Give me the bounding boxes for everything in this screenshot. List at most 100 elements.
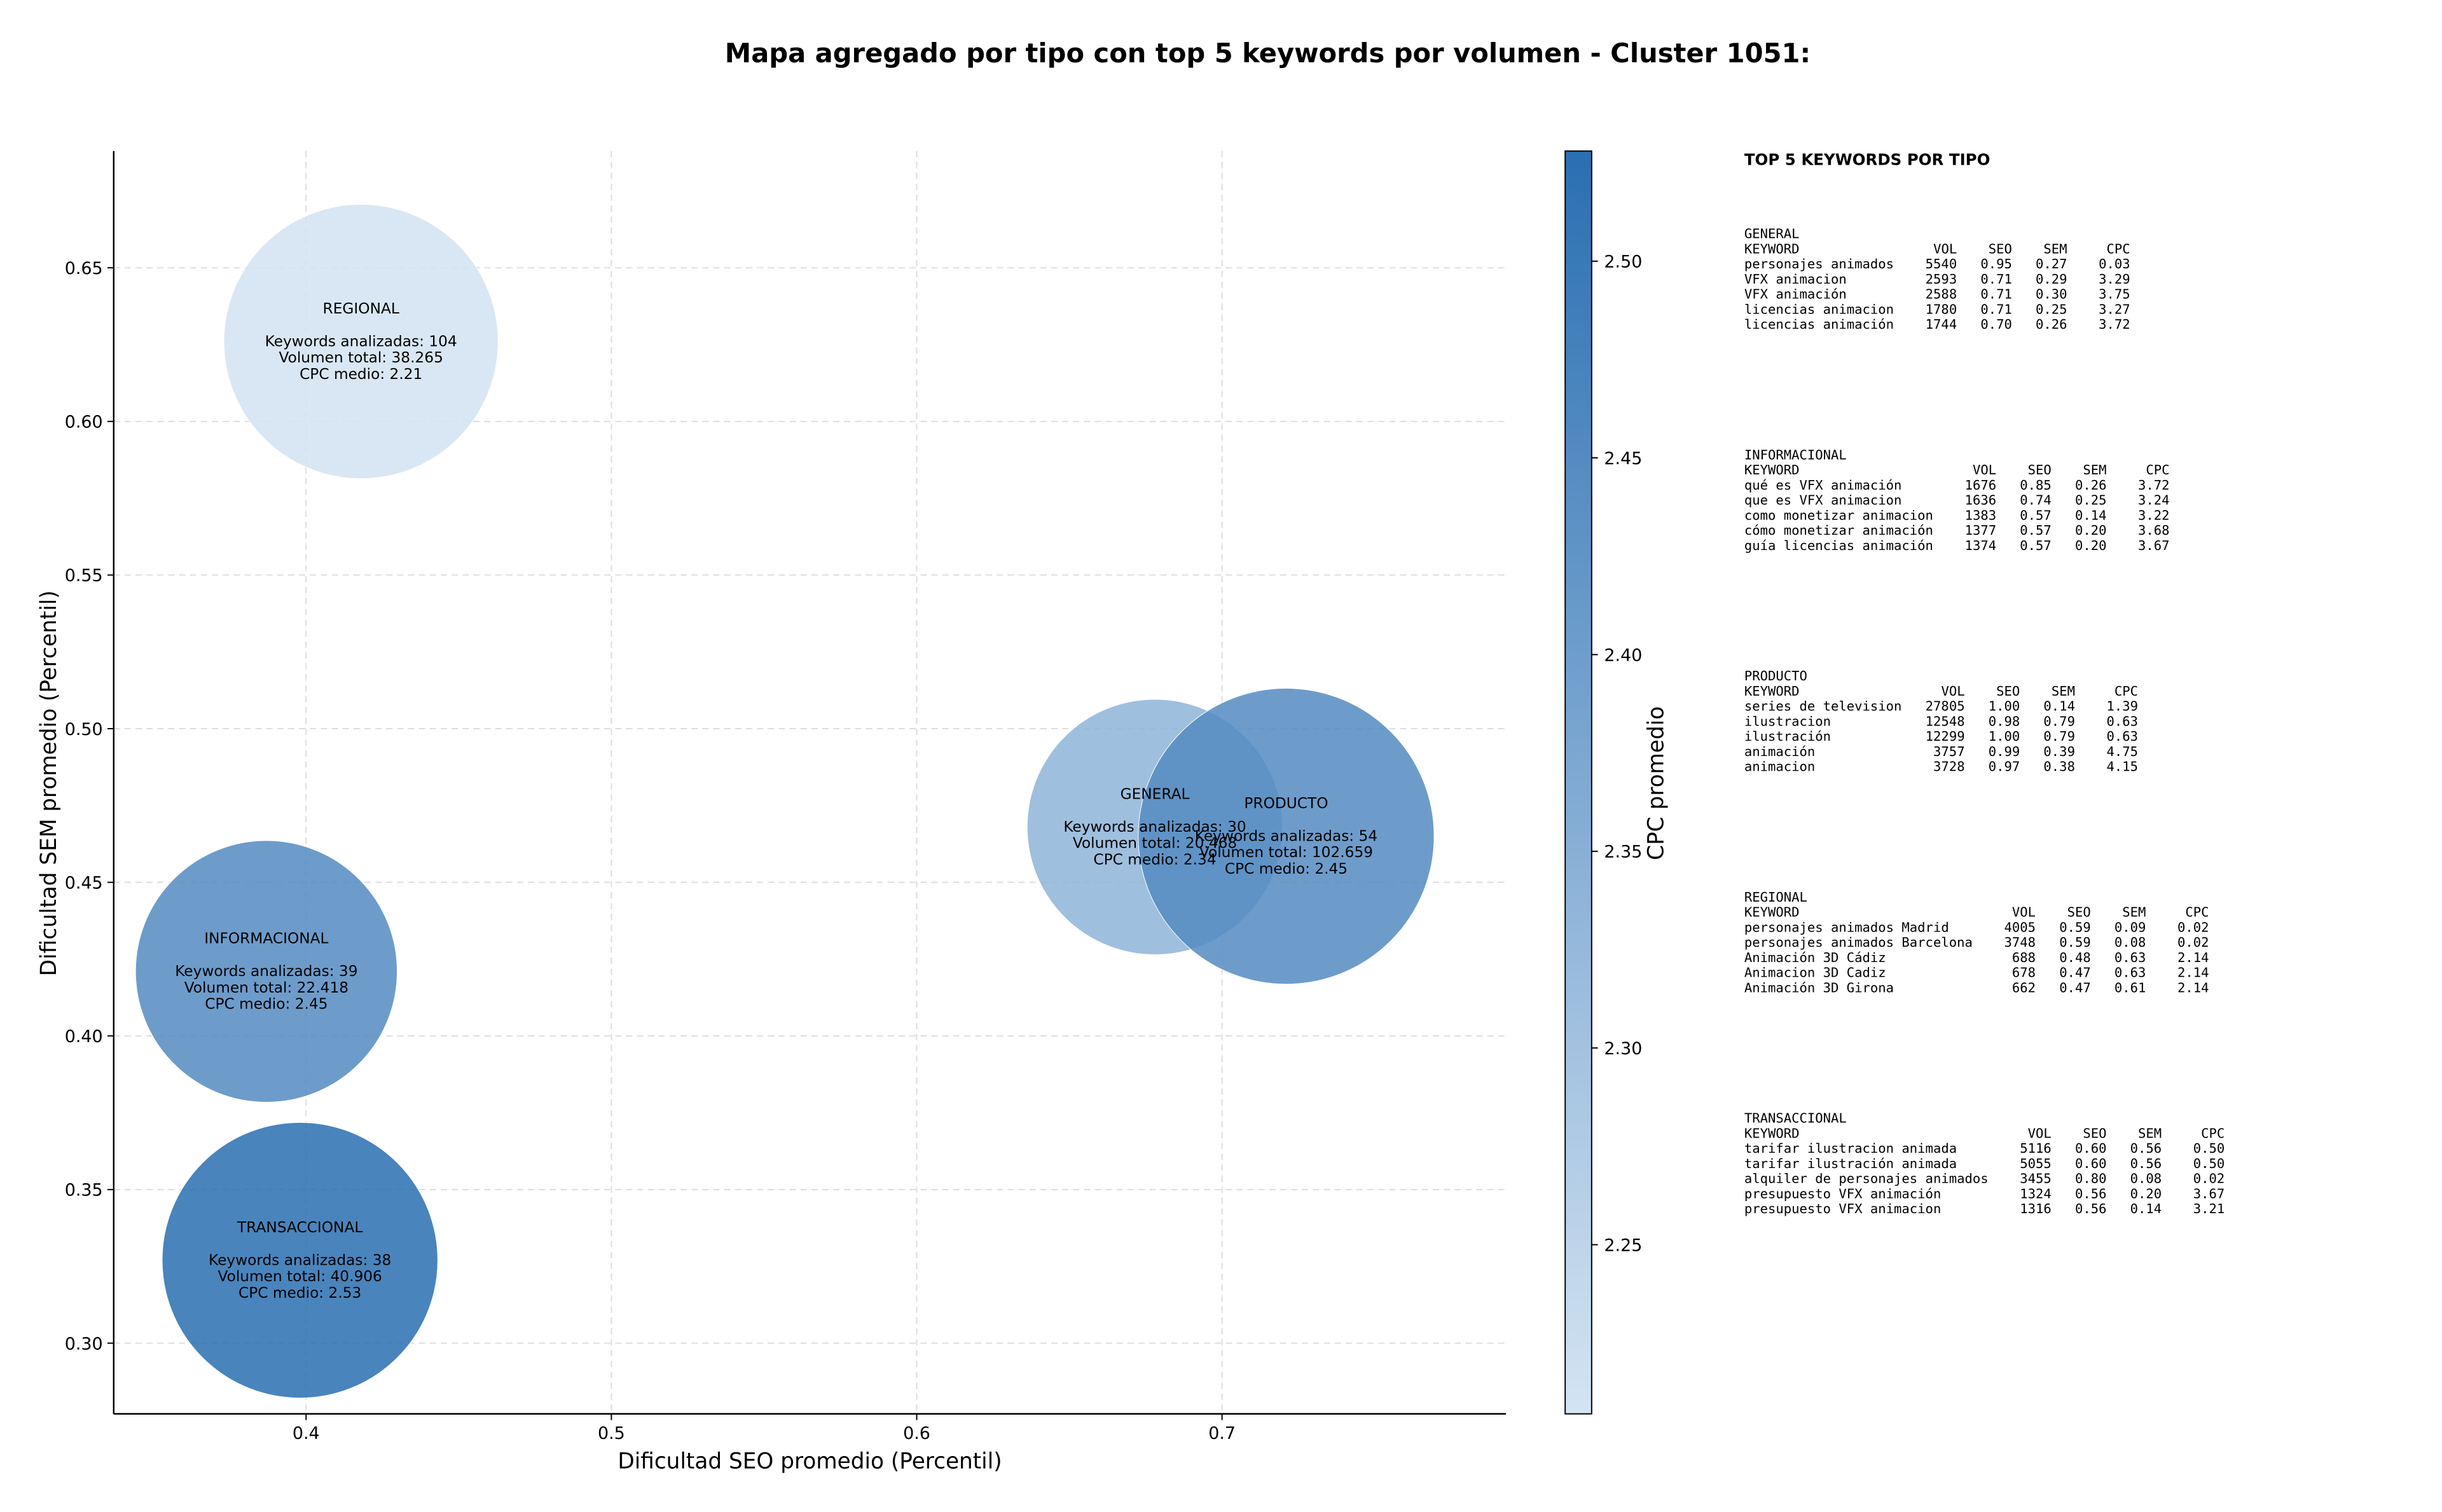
table-cell: animacion [1744, 759, 1815, 774]
bubble-annotation: Keywords analizadas: 39 [175, 963, 357, 980]
table-cell: 0.85 [2020, 478, 2052, 493]
bubble-annotation: Volumen total: 40.906 [218, 1268, 382, 1285]
table-cell: Animación 3D Girona [1744, 980, 1894, 995]
table-cell: 3.21 [2193, 1201, 2225, 1216]
colorbar [1564, 150, 1592, 1415]
table-cell: 1.39 [2107, 699, 2139, 714]
bubble-annotation: Volumen total: 20.468 [1073, 835, 1237, 852]
table-cell: 0.03 [2099, 256, 2130, 271]
panel-title: TOP 5 KEYWORDS POR TIPO [1744, 151, 1990, 169]
table-cell: 0.25 [2036, 301, 2067, 317]
table-header: SEO [2067, 905, 2091, 920]
table-cell: animación [1744, 744, 1815, 759]
table-cell: alquiler de personajes animados [1744, 1171, 1989, 1186]
table-header: VOL [2028, 1125, 2052, 1141]
bubble-annotation: CPC medio: 2.21 [300, 366, 422, 383]
table-header: CPC [2114, 684, 2138, 699]
bubble-annotation: CPC medio: 2.34 [1093, 851, 1216, 868]
table-header: SEM [2083, 462, 2106, 478]
table-cell: 0.08 [2114, 935, 2146, 950]
bubble-label: REGIONAL [323, 300, 399, 317]
table-header: VOL [1933, 241, 1957, 256]
table-header: KEYWORD [1744, 905, 1800, 920]
table-cell: 3.68 [2138, 523, 2170, 538]
table-cell: 3.27 [2099, 301, 2130, 317]
table-cell: 0.08 [2130, 1171, 2162, 1186]
colorbar-tick-label: 2.50 [1604, 252, 1642, 272]
bubble-label: GENERAL [1121, 786, 1190, 803]
y-tick-label: 0.50 [65, 720, 103, 739]
x-tick-label: 0.6 [903, 1424, 930, 1443]
table-header: SEM [2052, 684, 2075, 699]
table-cell: 2.14 [2177, 980, 2209, 995]
table-cell: 5055 [2020, 1156, 2052, 1171]
table-cell: 0.80 [2075, 1171, 2107, 1186]
bubble [1138, 688, 1435, 985]
bubble-label: PRODUCTO [1244, 795, 1328, 812]
table-cell: 0.79 [2043, 713, 2075, 729]
bubble-annotation: Volumen total: 102.659 [1199, 844, 1373, 861]
bubble [135, 840, 398, 1103]
table-cell: 0.29 [2036, 271, 2067, 287]
table-cell: 0.56 [2130, 1156, 2162, 1171]
table-cell: 12548 [1926, 713, 1965, 729]
table-cell: 1.00 [1989, 729, 2020, 744]
group-name: INFORMACIONAL [1744, 447, 1847, 462]
table-cell: 0.74 [2020, 493, 2052, 508]
table-cell: 0.25 [2075, 493, 2107, 508]
table-header: CPC [2146, 462, 2169, 478]
table-header: CPC [2201, 1125, 2225, 1141]
table-cell: 0.63 [2114, 965, 2146, 980]
table-cell: 0.70 [1980, 317, 2012, 332]
table-cell: VFX animacion [1744, 271, 1847, 287]
table-cell: 0.63 [2114, 950, 2146, 965]
table-header: SEO [2028, 462, 2052, 478]
table-cell: 0.38 [2043, 759, 2075, 774]
table-cell: 3.22 [2138, 507, 2170, 523]
table-cell: 1316 [2020, 1201, 2052, 1216]
table-cell: 4.15 [2107, 759, 2139, 774]
colorbar-tick-label: 2.30 [1604, 1039, 1642, 1059]
bubble [223, 204, 499, 479]
x-axis-label: Dificultad SEO promedio (Percentil) [617, 1448, 1002, 1474]
table-cell: guía licencias animación [1744, 538, 1933, 553]
table-cell: 3.72 [2099, 317, 2130, 332]
table-cell: 2.14 [2177, 950, 2209, 965]
table-header: VOL [1941, 684, 1964, 699]
table-cell: 0.20 [2075, 523, 2107, 538]
table-cell: 3728 [1933, 759, 1965, 774]
table-cell: 5540 [1926, 256, 1957, 271]
y-tick-label: 0.65 [65, 259, 103, 278]
table-cell: 12299 [1926, 729, 1965, 744]
colorbar-tick-label: 2.45 [1604, 449, 1642, 469]
table-cell: 0.59 [2059, 935, 2091, 950]
table-cell: 3.75 [2099, 287, 2130, 302]
table-cell: 1676 [1965, 478, 1997, 493]
table-cell: 0.71 [1980, 287, 2012, 302]
table-cell: 0.20 [2130, 1186, 2162, 1201]
table-cell: 0.09 [2114, 919, 2146, 935]
table-cell: 5116 [2020, 1141, 2052, 1156]
table-cell: tarifar ilustracion animada [1744, 1141, 1957, 1156]
table-cell: licencias animación [1744, 317, 1894, 332]
table-cell: 0.02 [2177, 935, 2209, 950]
table-cell: 0.27 [2036, 256, 2067, 271]
table-cell: 0.26 [2075, 478, 2107, 493]
table-cell: 0.50 [2193, 1156, 2225, 1171]
y-tick-label: 0.60 [65, 413, 103, 432]
table-cell: 2.14 [2177, 965, 2209, 980]
x-tick-label: 0.5 [598, 1424, 625, 1443]
y-axis-label: Dificultad SEM promedio (Percentil) [36, 590, 62, 976]
table-cell: 0.14 [2130, 1201, 2162, 1216]
table-cell: 0.57 [2020, 538, 2052, 553]
table-cell: 3.67 [2138, 538, 2170, 553]
table-cell: presupuesto VFX animacion [1744, 1201, 1942, 1216]
table-cell: 0.14 [2075, 507, 2107, 523]
table-header: KEYWORD [1744, 1125, 1800, 1141]
bubble-annotation: Volumen total: 22.418 [184, 979, 348, 996]
table-cell: 678 [2012, 965, 2036, 980]
table-cell: 662 [2012, 980, 2036, 995]
table-cell: 1383 [1965, 507, 1997, 523]
table-cell: cómo monetizar animación [1744, 523, 1933, 538]
